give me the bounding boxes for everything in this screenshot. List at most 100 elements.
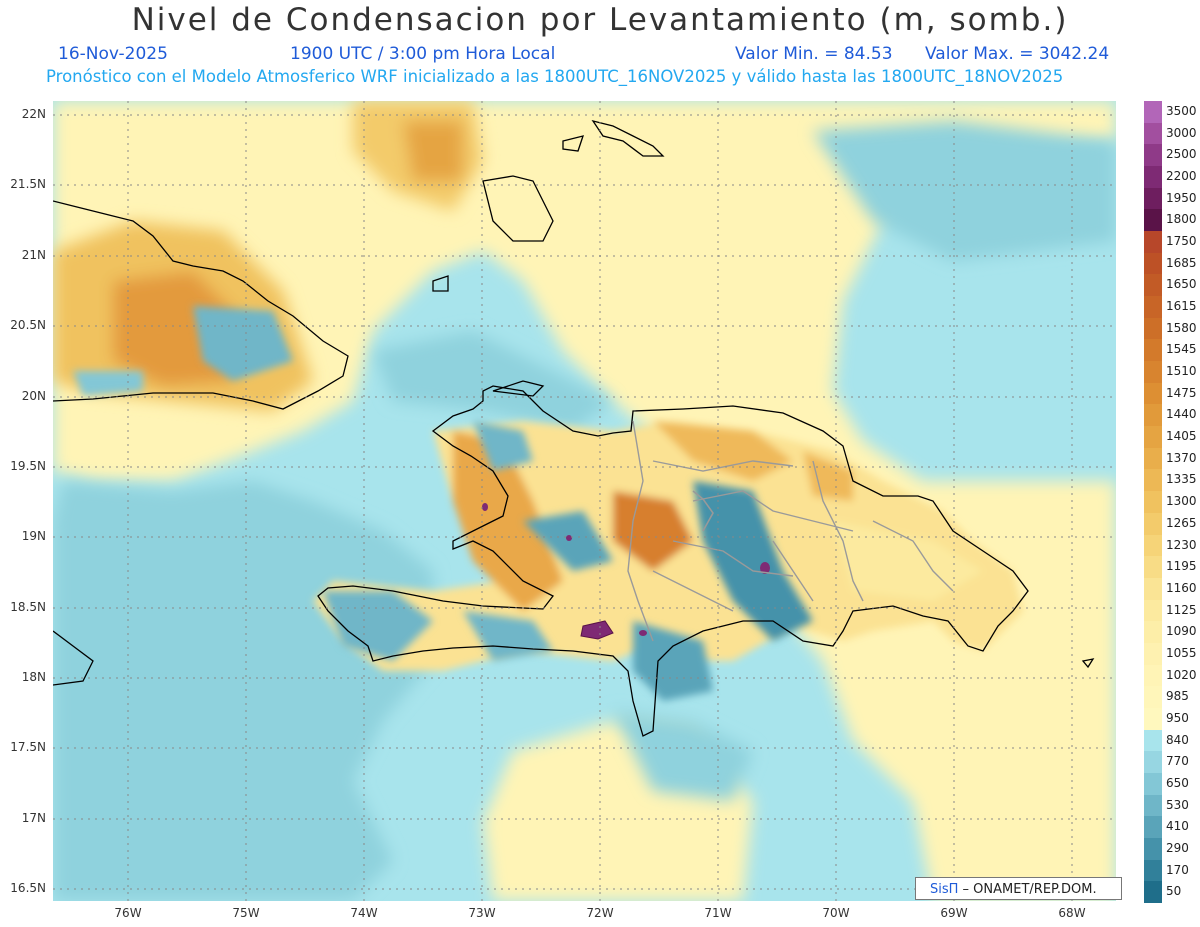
legend-swatch <box>1144 166 1162 189</box>
lat-label: 20.5N <box>10 318 46 332</box>
lat-label: 22N <box>21 107 46 121</box>
legend-swatch <box>1144 426 1162 449</box>
legend-swatch <box>1144 837 1162 861</box>
legend-level-label: 1950 <box>1166 190 1197 205</box>
coastlines <box>53 119 1095 737</box>
legend-swatch <box>1144 404 1162 427</box>
forecast-date: 16-Nov-2025 <box>58 44 168 64</box>
legend-level-label: 650 <box>1166 775 1189 790</box>
legend-swatch <box>1144 252 1162 275</box>
legend-swatch <box>1144 491 1162 514</box>
legend-swatch <box>1144 144 1162 167</box>
legend-swatch <box>1144 816 1162 839</box>
legend-level-label: 2500 <box>1166 147 1197 162</box>
legend-swatch <box>1144 187 1162 210</box>
legend-swatch <box>1144 859 1162 882</box>
legend-level-label: 1510 <box>1166 364 1197 379</box>
lon-label: 74W <box>350 906 378 920</box>
max-value: Valor Max. = 3042.24 <box>925 44 1110 64</box>
province-borders <box>627 420 954 642</box>
legend-level-label: 170 <box>1166 862 1189 877</box>
legend-swatch <box>1144 772 1162 796</box>
legend-level-label: 1230 <box>1166 537 1197 552</box>
legend-level-label: 1545 <box>1166 342 1197 357</box>
legend-level-label: 950 <box>1166 710 1189 725</box>
legend-swatch <box>1144 729 1162 752</box>
lon-label: 69W <box>940 906 968 920</box>
min-value: Valor Min. = 84.53 <box>735 44 893 64</box>
legend-swatch <box>1144 101 1162 124</box>
legend-swatch <box>1144 599 1162 622</box>
legend-level-label: 1685 <box>1166 255 1197 270</box>
forecast-description: Pronóstico con el Modelo Atmosferico WRF… <box>46 67 1064 86</box>
graticule <box>53 101 1116 901</box>
legend-swatch <box>1144 534 1162 557</box>
lat-label: 19N <box>21 529 46 543</box>
lat-label: 20N <box>21 389 46 403</box>
legend-level-label: 770 <box>1166 754 1189 769</box>
legend-level-label: 1370 <box>1166 450 1197 465</box>
legend-level-label: 2200 <box>1166 169 1197 184</box>
legend-level-label: 1475 <box>1166 385 1197 400</box>
legend-level-label: 3500 <box>1166 104 1197 118</box>
legend-level-label: 1800 <box>1166 212 1197 227</box>
legend-level-label: 1580 <box>1166 320 1197 335</box>
color-legend <box>1144 101 1162 904</box>
lon-label: 72W <box>586 906 614 920</box>
legend-level-label: 3000 <box>1166 125 1197 140</box>
legend-swatch <box>1144 296 1162 319</box>
legend-swatch <box>1144 469 1162 492</box>
max-lcl-spots <box>482 503 770 640</box>
legend-level-label: 1440 <box>1166 407 1197 422</box>
lon-label: 70W <box>822 906 850 920</box>
legend-level-label: 290 <box>1166 840 1189 855</box>
legend-level-label: 1090 <box>1166 624 1197 639</box>
legend-swatch <box>1144 881 1162 904</box>
lat-label: 21N <box>21 248 46 262</box>
legend-level-label: 1405 <box>1166 429 1197 444</box>
map-panel <box>53 101 1116 901</box>
legend-swatch <box>1144 751 1162 774</box>
legend-swatch <box>1144 642 1162 666</box>
legend-level-label: 1335 <box>1166 472 1197 487</box>
legend-level-label: 1125 <box>1166 602 1197 617</box>
legend-swatch <box>1144 122 1162 145</box>
credit-text: – ONAMET/REP.DOM. <box>958 882 1097 897</box>
legend-level-label: 1020 <box>1166 667 1197 682</box>
legend-swatch <box>1144 707 1162 731</box>
legend-swatch <box>1144 447 1162 470</box>
legend-level-label: 1195 <box>1166 559 1197 574</box>
legend-swatch <box>1144 382 1162 405</box>
legend-level-label: 985 <box>1166 689 1189 704</box>
lat-label: 21.5N <box>10 177 46 191</box>
legend-swatch <box>1144 664 1162 687</box>
legend-swatch <box>1144 274 1162 297</box>
lat-label: 17N <box>21 811 46 825</box>
lat-label: 18.5N <box>10 600 46 614</box>
credit-brand: SisΠ <box>930 882 959 897</box>
lon-label: 75W <box>232 906 260 920</box>
lon-label: 68W <box>1058 906 1086 920</box>
legend-swatch <box>1144 577 1162 601</box>
legend-swatch <box>1144 512 1162 535</box>
legend-level-label: 1650 <box>1166 277 1197 292</box>
legend-swatch <box>1144 231 1162 254</box>
legend-level-label: 840 <box>1166 732 1189 747</box>
legend-swatch <box>1144 361 1162 384</box>
legend-level-label: 1615 <box>1166 299 1197 314</box>
lon-label: 73W <box>468 906 496 920</box>
map-title: Nivel de Condensacion por Levantamiento … <box>131 2 1069 38</box>
lcl-map <box>53 101 1116 901</box>
legend-swatch <box>1144 794 1162 817</box>
lat-label: 16.5N <box>10 881 46 895</box>
lat-label: 19.5N <box>10 459 46 473</box>
lat-label: 17.5N <box>10 740 46 754</box>
lon-label: 71W <box>704 906 732 920</box>
legend-swatch <box>1144 339 1162 362</box>
forecast-time: 1900 UTC / 3:00 pm Hora Local <box>290 44 556 64</box>
legend-level-label: 1055 <box>1166 645 1197 660</box>
legend-level-label: 1160 <box>1166 580 1197 595</box>
legend-swatch <box>1144 209 1162 232</box>
legend-level-label: 1750 <box>1166 234 1197 249</box>
legend-level-label: 1265 <box>1166 515 1197 530</box>
